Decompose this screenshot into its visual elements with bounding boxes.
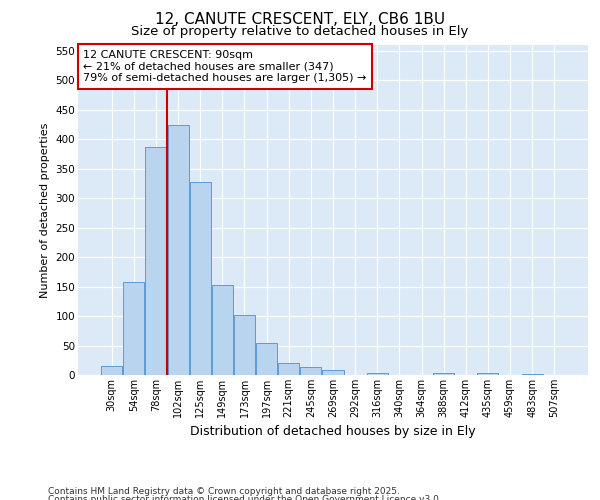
- Text: Size of property relative to detached houses in Ely: Size of property relative to detached ho…: [131, 25, 469, 38]
- Bar: [301, 367, 322, 375]
- X-axis label: Distribution of detached houses by size in Ely: Distribution of detached houses by size …: [190, 426, 476, 438]
- Bar: [167, 125, 188, 375]
- Bar: [212, 285, 233, 375]
- Text: 12 CANUTE CRESCENT: 90sqm
← 21% of detached houses are smaller (347)
79% of semi: 12 CANUTE CRESCENT: 90sqm ← 21% of detac…: [83, 50, 367, 83]
- Text: Contains HM Land Registry data © Crown copyright and database right 2025.: Contains HM Land Registry data © Crown c…: [48, 488, 400, 496]
- Bar: [256, 342, 277, 375]
- Bar: [433, 373, 454, 375]
- Bar: [521, 374, 542, 375]
- Bar: [278, 363, 299, 375]
- Text: Contains public sector information licensed under the Open Government Licence v3: Contains public sector information licen…: [48, 495, 442, 500]
- Y-axis label: Number of detached properties: Number of detached properties: [40, 122, 50, 298]
- Bar: [190, 182, 211, 375]
- Bar: [234, 315, 255, 375]
- Text: 12, CANUTE CRESCENT, ELY, CB6 1BU: 12, CANUTE CRESCENT, ELY, CB6 1BU: [155, 12, 445, 28]
- Bar: [124, 282, 145, 375]
- Bar: [322, 370, 344, 375]
- Bar: [367, 372, 388, 375]
- Bar: [145, 147, 166, 375]
- Bar: [478, 373, 499, 375]
- Bar: [101, 366, 122, 375]
